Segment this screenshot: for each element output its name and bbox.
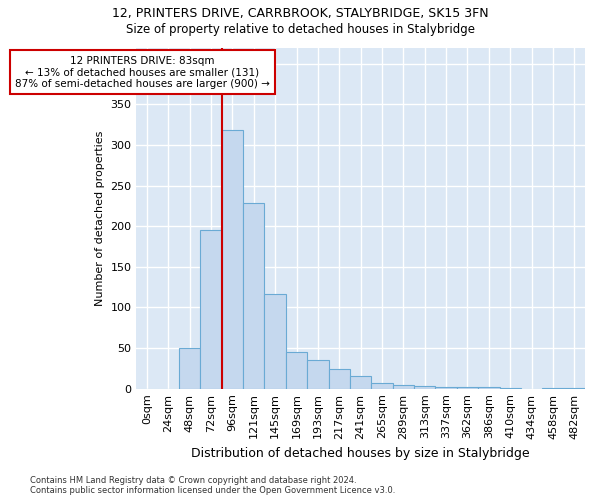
Text: 12 PRINTERS DRIVE: 83sqm
← 13% of detached houses are smaller (131)
87% of semi-: 12 PRINTERS DRIVE: 83sqm ← 13% of detach…	[15, 56, 269, 89]
Text: 12, PRINTERS DRIVE, CARRBROOK, STALYBRIDGE, SK15 3FN: 12, PRINTERS DRIVE, CARRBROOK, STALYBRID…	[112, 8, 488, 20]
Bar	[265, 294, 286, 388]
Bar	[329, 369, 350, 388]
X-axis label: Distribution of detached houses by size in Stalybridge: Distribution of detached houses by size …	[191, 447, 530, 460]
Bar	[436, 387, 457, 388]
Bar	[200, 230, 222, 388]
Text: Contains HM Land Registry data © Crown copyright and database right 2024.
Contai: Contains HM Land Registry data © Crown c…	[30, 476, 395, 495]
Bar	[478, 387, 500, 388]
Bar	[392, 384, 414, 388]
Bar	[286, 352, 307, 389]
Bar	[307, 360, 329, 388]
Bar	[371, 383, 392, 388]
Y-axis label: Number of detached properties: Number of detached properties	[95, 130, 104, 306]
Text: Size of property relative to detached houses in Stalybridge: Size of property relative to detached ho…	[125, 22, 475, 36]
Bar	[222, 130, 243, 388]
Bar	[457, 387, 478, 388]
Bar	[350, 376, 371, 388]
Bar	[414, 386, 436, 388]
Bar	[179, 348, 200, 389]
Bar	[243, 204, 265, 388]
